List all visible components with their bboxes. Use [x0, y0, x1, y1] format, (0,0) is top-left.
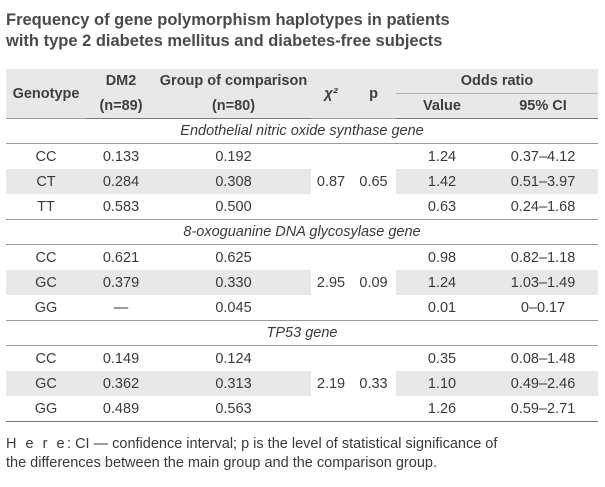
cell-chi2: 2.19	[311, 345, 351, 422]
header-odds-ratio: Odds ratio	[396, 69, 599, 94]
cell-ci: 0.51–3.97	[488, 169, 599, 194]
cell-ci: 0.59–2.71	[488, 396, 599, 422]
header-value: Value	[396, 93, 488, 119]
cell-genotype: CC	[35, 249, 57, 266]
cell-value: 0.01	[427, 299, 457, 316]
section-title: TP53 gene	[6, 320, 599, 346]
header-comparison: Group of comparison	[156, 69, 311, 94]
header-ci: 95% CI	[488, 93, 599, 119]
cell-ci: 0.24–1.68	[510, 198, 576, 215]
cell-comparison: 0.563	[156, 396, 311, 422]
cell-dm2: 0.149	[102, 350, 140, 367]
cell-dm2: 0.621	[102, 249, 140, 266]
cell-comparison: 0.313	[156, 371, 311, 396]
cell-genotype: GG	[6, 396, 86, 422]
cell-ci: 0–0.17	[520, 299, 566, 316]
cell-comparison: 0.045	[215, 299, 252, 316]
cell-chi2: 2.95	[311, 244, 351, 321]
cell-value: 1.24	[396, 270, 488, 295]
cell-dm2: 0.583	[102, 198, 140, 215]
cell-comparison: 0.308	[156, 169, 311, 194]
cell-genotype: CC	[35, 148, 57, 165]
header-comparison-n: (n=80)	[156, 93, 311, 119]
section-title: Endothelial nitric oxide synthase gene	[6, 118, 599, 144]
cell-genotype: TT	[37, 198, 55, 215]
cell-chi2: 0.87	[311, 143, 351, 220]
cell-comparison: 0.625	[215, 249, 252, 266]
cell-comparison: 0.124	[215, 350, 252, 367]
cell-dm2: 0.362	[86, 371, 156, 396]
cell-p: 0.09	[351, 244, 396, 321]
cell-value: 1.26	[396, 396, 488, 422]
table-footnote: H e r e: CI — confidence interval; p is …	[6, 435, 602, 473]
cell-ci: 0.08–1.48	[510, 350, 576, 367]
cell-dm2: 0.489	[86, 396, 156, 422]
cell-genotype: CC	[35, 350, 57, 367]
header-p: p	[351, 69, 396, 119]
cell-dm2: 0.379	[86, 270, 156, 295]
cell-ci: 0.37–4.12	[510, 148, 576, 165]
cell-ci: 0.49–2.46	[488, 371, 599, 396]
cell-dm2: 0.133	[102, 148, 140, 165]
cell-value: 0.63	[427, 198, 457, 215]
cell-p: 0.33	[351, 345, 396, 422]
footnote-here: H e r e	[6, 436, 68, 452]
cell-genotype: GC	[6, 270, 86, 295]
title-line-1: Frequency of gene polymorphism haplotype…	[6, 11, 450, 29]
cell-value: 0.35	[427, 350, 457, 367]
cell-value: 1.24	[427, 148, 457, 165]
cell-comparison: 0.192	[215, 148, 252, 165]
header-dm2-n: (n=89)	[86, 93, 156, 119]
cell-value: 1.10	[396, 371, 488, 396]
cell-genotype: CT	[6, 169, 86, 194]
cell-genotype: GC	[6, 371, 86, 396]
cell-dm2: —	[113, 299, 129, 316]
cell-genotype: GG	[34, 299, 58, 316]
footnote-line-1-text: : CI — confidence interval; p is the lev…	[67, 436, 498, 452]
footnote-line-1: H e r e: CI — confidence interval; p is …	[6, 435, 602, 454]
cell-value: 1.42	[396, 169, 488, 194]
cell-ci: 1.03–1.49	[488, 270, 599, 295]
header-genotype: Genotype	[6, 69, 86, 119]
cell-ci: 0.82–1.18	[510, 249, 576, 266]
cell-comparison: 0.330	[156, 270, 311, 295]
cell-value: 0.98	[427, 249, 457, 266]
cell-p: 0.65	[351, 143, 396, 220]
header-chi2: χ²	[311, 69, 351, 119]
title-line-2: with type 2 diabetes mellitus and diabet…	[6, 32, 443, 50]
cell-dm2: 0.284	[86, 169, 156, 194]
section-title: 8-oxoguanine DNA glycosylase gene	[6, 219, 599, 245]
cell-comparison: 0.500	[215, 198, 252, 215]
haplotype-frequency-table: Genotype DM2 Group of comparison χ² p Od…	[6, 69, 599, 422]
header-dm2: DM2	[86, 69, 156, 94]
table-title: Frequency of gene polymorphism haplotype…	[6, 10, 596, 52]
footnote-line-2: the differences between the main group a…	[6, 455, 437, 471]
